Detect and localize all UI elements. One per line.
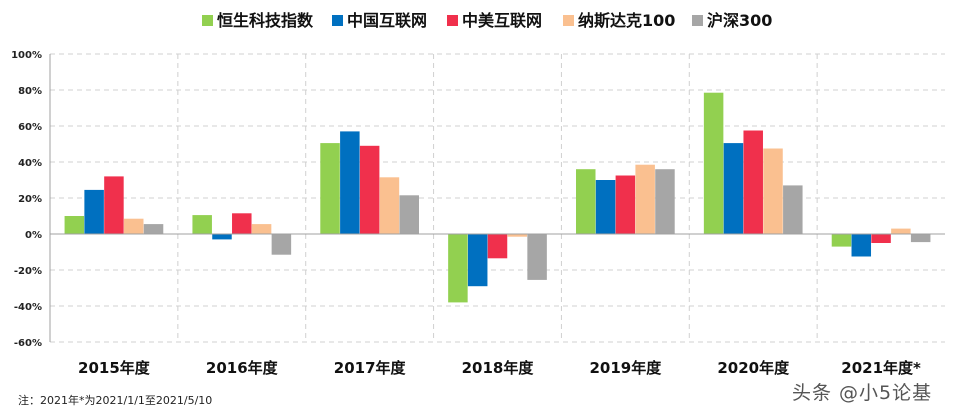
- legend-label: 沪深300: [707, 11, 772, 30]
- bar: [359, 145, 380, 234]
- bar: [123, 218, 144, 234]
- bar: [595, 180, 616, 234]
- bar: [379, 177, 400, 234]
- bar: [84, 189, 104, 234]
- bar: [271, 234, 292, 255]
- y-tick-label: 60%: [18, 122, 42, 133]
- y-tick-label: 0%: [25, 230, 42, 241]
- legend-swatch: [332, 15, 343, 26]
- legend-label: 恒生科技指数: [217, 11, 314, 30]
- bar: [576, 169, 596, 234]
- bar: [340, 131, 360, 234]
- bar: [507, 234, 528, 237]
- bar: [723, 143, 744, 234]
- bar: [635, 164, 655, 234]
- watermark: 头条 @小5论基: [792, 382, 933, 404]
- bar: [64, 216, 85, 234]
- bar: [104, 176, 124, 234]
- bar: [232, 213, 252, 234]
- y-tick-label: 20%: [18, 194, 42, 205]
- bar: [783, 185, 803, 234]
- legend-label: 中国互联网: [347, 11, 427, 30]
- bar: [487, 234, 508, 259]
- y-tick-label: 80%: [18, 86, 42, 97]
- y-tick-label: -40%: [14, 302, 42, 313]
- legend-swatch: [447, 15, 458, 26]
- bar: [910, 234, 931, 243]
- x-tick-label: 2019年度: [589, 359, 662, 377]
- bar: [615, 175, 636, 234]
- bar: [831, 234, 852, 247]
- x-tick-label: 2018年度: [462, 359, 535, 377]
- bar: [871, 234, 891, 243]
- bar: [891, 228, 911, 234]
- x-tick-label: 2017年度: [334, 359, 407, 377]
- legend-label: 中美互联网: [462, 11, 542, 30]
- footnote: 注：2021年*为2021/1/1至2021/5/10: [18, 394, 213, 407]
- bar: [703, 92, 724, 234]
- bar: [192, 215, 212, 234]
- y-tick-label: -20%: [14, 266, 42, 277]
- bar: [143, 224, 164, 234]
- legend-swatch: [692, 15, 703, 26]
- x-tick-label: 2021年度*: [841, 359, 921, 377]
- bar: [399, 195, 419, 234]
- bar: [251, 224, 272, 234]
- x-tick-label: 2015年度: [78, 359, 151, 377]
- x-tick-label: 2016年度: [206, 359, 279, 377]
- bar: [320, 143, 340, 234]
- bar: [851, 234, 872, 257]
- legend-swatch: [202, 15, 213, 26]
- bar: [212, 234, 232, 240]
- bar: [763, 148, 783, 234]
- legend-label: 纳斯达克100: [578, 11, 675, 30]
- bar: [527, 234, 547, 280]
- bar: [448, 234, 468, 303]
- x-tick-label: 2020年度: [717, 359, 790, 377]
- y-tick-label: 40%: [18, 158, 42, 169]
- y-tick-label: 100%: [11, 50, 42, 61]
- bar: [467, 234, 488, 287]
- legend-swatch: [563, 15, 574, 26]
- bar: [743, 130, 763, 234]
- bar: [655, 169, 675, 234]
- y-tick-label: -60%: [14, 338, 42, 349]
